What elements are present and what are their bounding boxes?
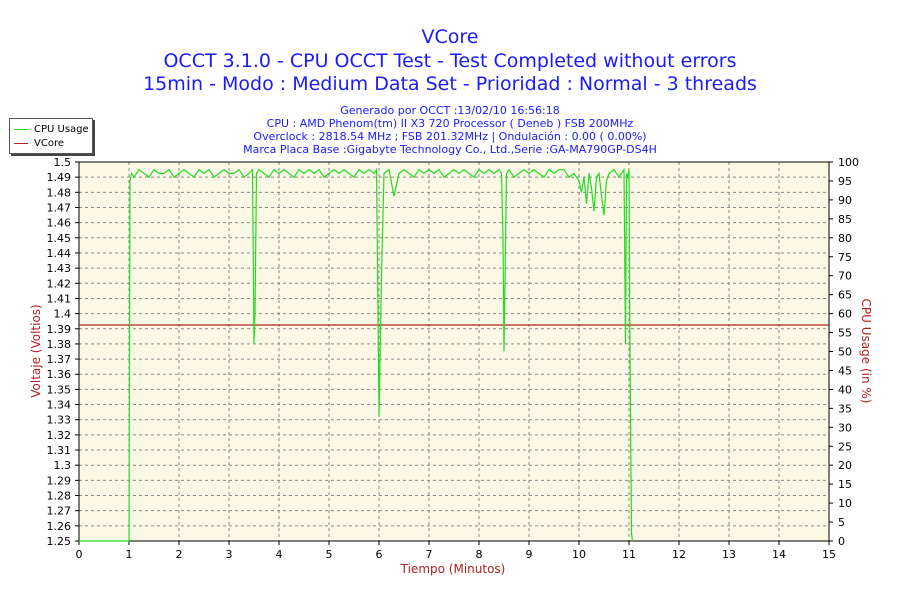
- y-left-tick-label: 1.27: [47, 505, 72, 518]
- y-left-tick-label: 1.47: [47, 201, 72, 214]
- y-left-tick-label: 1.34: [47, 399, 72, 412]
- y-right-tick-label: 60: [838, 308, 852, 321]
- x-axis-label: Tiempo (Minutos): [400, 562, 506, 576]
- chart-subtitle-test: OCCT 3.1.0 - CPU OCCT Test - Test Comple…: [163, 50, 737, 72]
- info-cpu: CPU : AMD Phenom(tm) II X3 720 Processor…: [266, 117, 634, 130]
- chart-title: VCore: [421, 26, 479, 48]
- y-right-tick-label: 85: [838, 213, 852, 226]
- legend-label-vcore: VCore: [34, 137, 64, 149]
- y-left-tick-label: 1.32: [47, 429, 72, 442]
- y-left-tick-label: 1.36: [47, 368, 72, 381]
- y-right-tick-label: 0: [838, 535, 845, 548]
- y-right-tick-label: 40: [838, 383, 852, 396]
- info-motherboard: Marca Placa Base :Gigabyte Technology Co…: [243, 143, 657, 156]
- y-left-tick-label: 1.25: [47, 535, 72, 548]
- y-right-tick-label: 50: [838, 346, 852, 359]
- y-right-tick-label: 20: [838, 459, 852, 472]
- y-left-tick-label: 1.39: [47, 323, 72, 336]
- y-left-tick-label: 1.41: [47, 292, 72, 305]
- y-left-tick-label: 1.37: [47, 353, 72, 366]
- y-right-tick-label: 65: [838, 289, 852, 302]
- y-left-tick-label: 1.42: [47, 277, 72, 290]
- legend-swatch-vcore: [14, 142, 28, 144]
- y-left-tick-label: 1.31: [47, 444, 72, 457]
- y-right-tick-label: 25: [838, 440, 852, 453]
- y-right-tick-label: 10: [838, 497, 852, 510]
- legend-item-vcore: VCore: [14, 137, 64, 149]
- x-tick-label: 10: [572, 548, 586, 561]
- y-right-tick-label: 55: [838, 327, 852, 340]
- chart-legend: CPU Usage VCore: [9, 118, 93, 154]
- y-left-tick-label: 1.28: [47, 490, 72, 503]
- x-tick-label: 12: [672, 548, 686, 561]
- x-tick-label: 9: [526, 548, 533, 561]
- x-tick-label: 0: [76, 548, 83, 561]
- x-tick-label: 4: [276, 548, 283, 561]
- y-right-tick-label: 95: [838, 175, 852, 188]
- x-tick-label: 15: [822, 548, 836, 561]
- y-left-tick-label: 1.5: [54, 156, 72, 169]
- y-right-tick-label: 45: [838, 364, 852, 377]
- y-right-tick-label: 15: [838, 478, 852, 491]
- series-line-cpu-usage: [79, 167, 634, 542]
- plot-background: [79, 162, 829, 541]
- y-left-tick-label: 1.45: [47, 232, 72, 245]
- y-left-tick-label: 1.4: [54, 308, 72, 321]
- x-tick-label: 6: [376, 548, 383, 561]
- info-overclock: Overclock : 2818.54 MHz ; FSB 201.32MHz …: [253, 130, 647, 143]
- x-tick-label: 2: [176, 548, 183, 561]
- x-tick-label: 3: [226, 548, 233, 561]
- y-left-tick-label: 1.38: [47, 338, 72, 351]
- y-axis-label-left: Voltaje (Voltios): [29, 304, 43, 398]
- y-right-tick-label: 75: [838, 251, 852, 264]
- chart-subtitle-mode: 15min - Modo : Medium Data Set - Priorid…: [143, 73, 757, 95]
- x-tick-label: 14: [772, 548, 786, 561]
- y-left-tick-label: 1.29: [47, 474, 72, 487]
- x-tick-label: 8: [476, 548, 483, 561]
- y-right-tick-label: 80: [838, 232, 852, 245]
- y-right-tick-label: 70: [838, 270, 852, 283]
- legend-swatch-cpu-usage: [14, 128, 28, 130]
- y-left-tick-label: 1.44: [47, 247, 72, 260]
- y-right-tick-label: 90: [838, 194, 852, 207]
- y-left-tick-label: 1.35: [47, 383, 72, 396]
- y-left-tick-label: 1.26: [47, 520, 72, 533]
- info-generated: Generado por OCCT :13/02/10 16:56:18: [340, 104, 560, 117]
- y-right-tick-label: 100: [838, 156, 859, 169]
- y-left-tick-label: 1.49: [47, 171, 72, 184]
- legend-item-cpu-usage: CPU Usage: [14, 123, 89, 135]
- y-left-tick-label: 1.3: [54, 459, 72, 472]
- x-tick-label: 11: [622, 548, 636, 561]
- plot-frame: [78, 161, 830, 542]
- x-tick-label: 13: [722, 548, 736, 561]
- y-right-tick-label: 35: [838, 402, 852, 415]
- x-tick-label: 5: [326, 548, 333, 561]
- y-left-tick-label: 1.33: [47, 414, 72, 427]
- y-axis-label-right: CPU Usage (in %): [859, 298, 873, 404]
- y-left-tick-label: 1.43: [47, 262, 72, 275]
- y-left-tick-label: 1.46: [47, 217, 72, 230]
- y-left-tick-label: 1.48: [47, 186, 72, 199]
- y-right-tick-label: 30: [838, 421, 852, 434]
- x-tick-label: 1: [126, 548, 133, 561]
- x-tick-label: 7: [426, 548, 433, 561]
- legend-label-cpu-usage: CPU Usage: [34, 123, 89, 135]
- y-right-tick-label: 5: [838, 516, 845, 529]
